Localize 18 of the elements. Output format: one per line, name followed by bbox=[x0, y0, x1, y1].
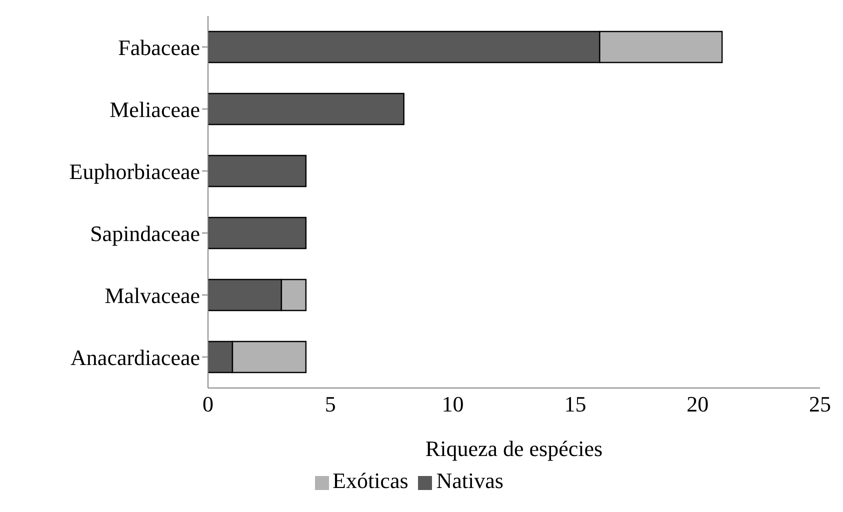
bar bbox=[208, 216, 307, 250]
y-tick-label: Meliaceae bbox=[110, 96, 200, 122]
x-tick-label: 0 bbox=[202, 392, 214, 417]
bar bbox=[208, 154, 307, 188]
x-tick-label: 10 bbox=[442, 392, 464, 417]
x-tick-label: 25 bbox=[809, 392, 831, 417]
legend-label: Exóticas bbox=[332, 468, 408, 493]
bar bbox=[208, 92, 404, 126]
legend-label: Nativas bbox=[436, 468, 504, 493]
x-tick-label: 5 bbox=[324, 392, 336, 417]
x-tick-label: 20 bbox=[686, 392, 709, 417]
y-tick-label: Sapindaceae bbox=[90, 220, 200, 246]
y-tick-label: Euphorbiaceae bbox=[69, 158, 200, 184]
y-tick-label: Fabaceae bbox=[118, 34, 200, 60]
y-tick-label: Anacardiaceae bbox=[70, 344, 200, 370]
x-tick-label: 15 bbox=[564, 392, 586, 417]
y-tick-label: Malvaceae bbox=[104, 282, 200, 308]
x-axis-title: Riqueza de espécies bbox=[425, 436, 603, 461]
